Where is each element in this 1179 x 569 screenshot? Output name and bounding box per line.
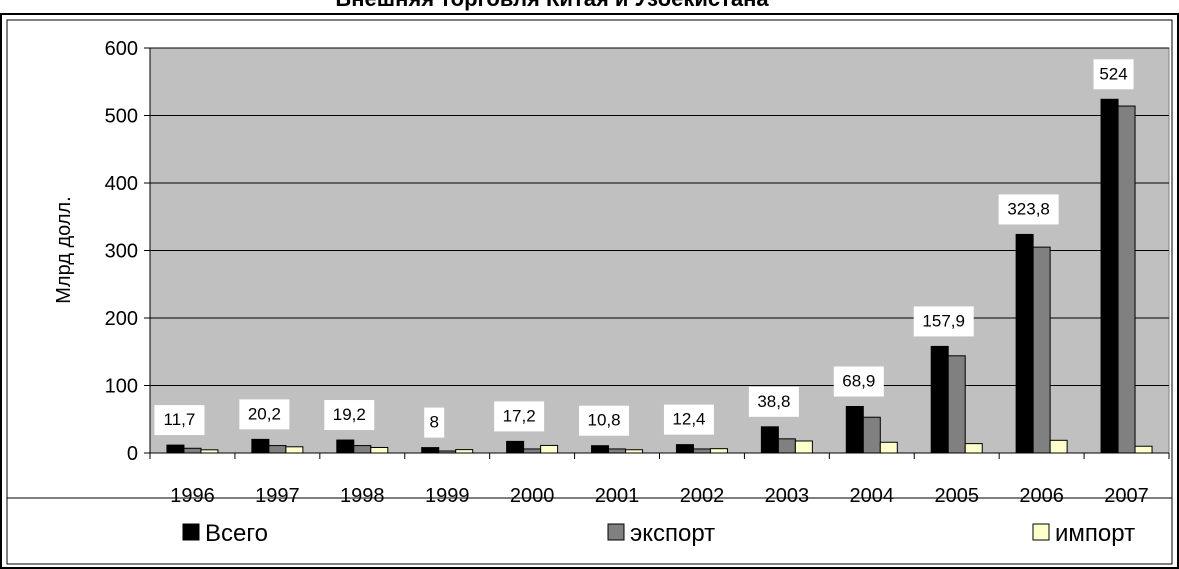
data-label-box [494, 401, 545, 432]
x-tick-label: 1999 [425, 485, 470, 507]
bar-import [370, 446, 389, 454]
axes: 0 100 200 300 400 500 600 1996 1997 1998 1999 2000 2… [105, 38, 1170, 507]
data-label: 10,8 [587, 411, 620, 430]
x-tick-label: 2005 [934, 485, 979, 507]
bar-export [777, 438, 796, 454]
bar-total [591, 445, 610, 454]
data-label-box [833, 366, 884, 397]
bar-import [455, 449, 474, 454]
x-tick-label: 2007 [1104, 485, 1149, 507]
bar-export [608, 448, 627, 454]
data-label: 11,7 [164, 410, 196, 429]
bar-total [336, 439, 355, 454]
legend-label: импорт [1055, 520, 1135, 547]
data-label: 20,2 [248, 404, 281, 423]
bar-import [794, 440, 813, 454]
bar-export [862, 416, 881, 454]
legend-swatch [607, 523, 625, 541]
data-label: 8 [429, 413, 438, 432]
bar-export [353, 445, 372, 454]
x-tick-label: 1997 [255, 485, 300, 507]
bar-import [1049, 439, 1068, 454]
x-tick-label: 2002 [680, 485, 725, 507]
y-tick-label: 600 [105, 38, 138, 60]
data-label: 323,8 [1007, 199, 1050, 218]
bar-total [166, 444, 185, 454]
bar-total [760, 426, 779, 454]
data-label-box [424, 407, 445, 438]
y-tick-label: 0 [127, 443, 138, 465]
data-label: 17,2 [503, 406, 536, 425]
data-label-box [239, 399, 290, 430]
bar-total [506, 440, 525, 454]
bar-import [285, 446, 304, 454]
bar-total [930, 345, 949, 454]
chart-title: Внешняя торговля Китая и Узбекистана [335, 0, 769, 11]
bar-total [675, 444, 694, 454]
data-label: 68,9 [842, 371, 875, 390]
x-tick-label: 2003 [765, 485, 810, 507]
bar-export [692, 448, 711, 454]
y-tick-label: 100 [105, 376, 138, 398]
bar-total [421, 447, 440, 454]
bar-export [1117, 105, 1136, 454]
data-label: 524 [1099, 64, 1127, 83]
x-tick-label: 2004 [850, 485, 895, 507]
bar-total [251, 438, 270, 454]
x-tick-label: 2006 [1019, 485, 1064, 507]
y-tick-label: 200 [105, 308, 138, 330]
bar-import [540, 444, 559, 454]
legend-swatch [1032, 523, 1050, 541]
bar-export [183, 447, 202, 454]
bar-import [879, 441, 898, 454]
data-label: 157,9 [922, 311, 965, 330]
data-labels: 11,7 20,2 19,2 8 17,2 10,8 12,4 38,8 68,9 157,9 32… [154, 59, 1134, 438]
bar-export [947, 355, 966, 454]
bar-import [709, 448, 728, 454]
bar-import [1134, 445, 1153, 454]
bar-export [1032, 246, 1051, 454]
data-label-box [913, 306, 974, 337]
data-label-box [324, 400, 375, 431]
x-tick-label: 2001 [595, 485, 640, 507]
y-axis-title: Млрд долл. [53, 196, 75, 303]
y-tick-label: 300 [105, 241, 138, 263]
y-tick-label: 500 [105, 106, 138, 128]
inner-frame [6, 19, 1173, 565]
legend: Всего экспорт импорт [182, 520, 1135, 547]
data-label-box [748, 386, 799, 417]
data-label-box [579, 405, 630, 436]
legend-swatch [182, 523, 200, 541]
legend-label: Всего [205, 520, 268, 547]
bar-import [964, 443, 983, 454]
outer-frame [0, 13, 1179, 569]
bar-total [1015, 233, 1034, 454]
data-label: 12,4 [672, 410, 705, 429]
data-label-box [663, 404, 714, 435]
y-tick-label: 400 [105, 173, 138, 195]
bar-total [1100, 98, 1119, 454]
bar-export [523, 448, 542, 454]
data-label: 38,8 [757, 392, 790, 411]
legend-label: экспорт [630, 520, 715, 547]
data-label-box [998, 194, 1059, 225]
data-label-box [154, 405, 205, 436]
x-tick-label: 1998 [340, 485, 385, 507]
x-tick-label: 2000 [510, 485, 555, 507]
data-label-box [1093, 59, 1134, 90]
data-label: 19,2 [333, 405, 366, 424]
gridlines [150, 47, 1169, 386]
bar-export [268, 445, 287, 454]
x-tick-label: 1996 [170, 485, 215, 507]
bars [166, 98, 1153, 454]
bar-total [845, 405, 864, 454]
